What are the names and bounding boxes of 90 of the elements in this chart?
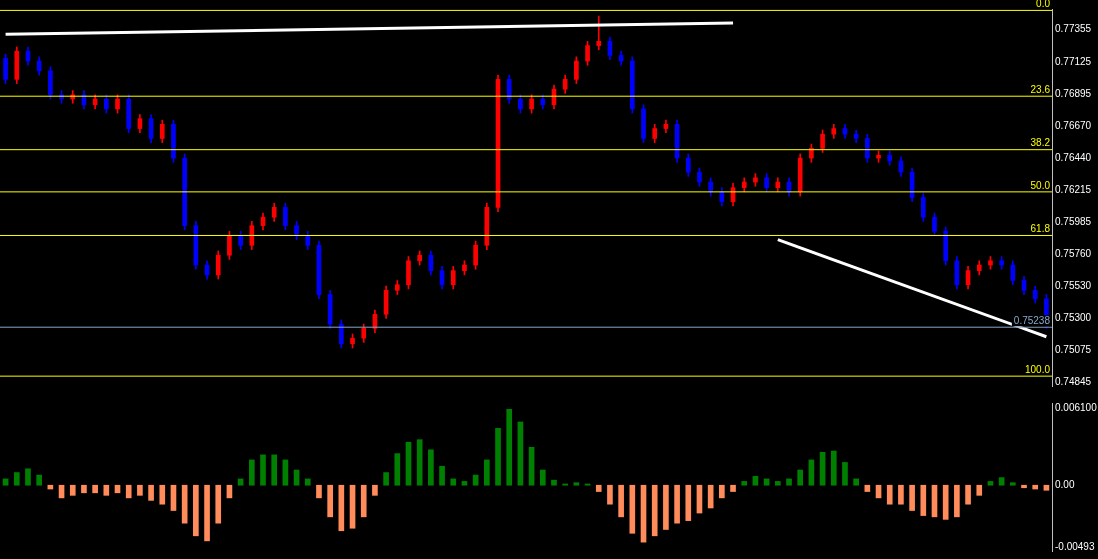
bar [998, 477, 1005, 486]
y-tick-label: 0.76895 [1055, 87, 1092, 99]
y-tick-label: 0.76440 [1055, 151, 1092, 163]
bar [920, 484, 927, 516]
bar [372, 484, 378, 496]
y-tick-label: 0.75300 [1055, 312, 1092, 324]
bar [137, 484, 143, 496]
bar [595, 484, 602, 492]
bar [719, 484, 725, 499]
ref-line-label: 0.75238 [1013, 314, 1051, 326]
annotation: 50.0 [1030, 179, 1051, 191]
annotation: 0.0 [1036, 0, 1051, 10]
bar [495, 427, 501, 486]
bar [685, 484, 692, 521]
bar [607, 484, 613, 505]
bar [450, 478, 457, 486]
bar [416, 439, 423, 486]
bar [193, 484, 199, 537]
bar [539, 469, 546, 486]
bar [618, 484, 624, 518]
bar [1032, 484, 1039, 490]
y-tick-label: 0.77355 [1055, 23, 1092, 35]
annotation: 38.2 [1030, 137, 1051, 149]
bar [629, 484, 636, 534]
y-tick-label: 0.00 [1055, 478, 1075, 490]
bar [69, 484, 76, 496]
y-tick-label: 0.74845 [1055, 376, 1092, 388]
bar [909, 484, 915, 511]
y-tick-label: -0.00493 [1055, 541, 1095, 553]
y-tick-label: 0.75985 [1055, 215, 1092, 227]
bar [472, 474, 479, 486]
y-tick-label: 0.75530 [1055, 279, 1092, 291]
bar [752, 476, 759, 486]
bar [965, 484, 971, 505]
bar [215, 484, 222, 524]
y-tick-label: 0.75075 [1055, 343, 1092, 355]
annotation: 61.8 [1030, 223, 1051, 235]
bar [394, 453, 401, 486]
bar [316, 484, 322, 499]
bar [103, 484, 110, 496]
annotation: 100.0 [1024, 363, 1051, 375]
bar [360, 484, 367, 518]
bar [260, 454, 266, 486]
bar [730, 484, 736, 492]
bar [125, 484, 132, 499]
y-tick-label: 0.76215 [1055, 183, 1092, 195]
y-tick-label: 0.006100 [1055, 401, 1098, 413]
bar [954, 484, 960, 518]
bar [383, 472, 389, 486]
bar [651, 484, 658, 537]
bar [428, 449, 434, 486]
bar [797, 469, 804, 486]
bar [304, 478, 311, 486]
bar [271, 454, 278, 486]
annotation: 23.6 [1030, 83, 1051, 95]
bar [853, 478, 859, 486]
y-tick-label: 0.75760 [1055, 247, 1092, 259]
y-tick-label: 0.77125 [1055, 55, 1092, 67]
bar [1010, 482, 1016, 486]
bar [461, 481, 468, 486]
bar [92, 484, 98, 494]
bar [774, 481, 781, 486]
bar [159, 484, 166, 505]
bar [36, 474, 42, 486]
bar [13, 472, 20, 486]
bar [506, 409, 513, 486]
bar [830, 450, 837, 486]
bar [674, 484, 680, 524]
bar [81, 484, 87, 494]
bar [663, 484, 669, 530]
bar [842, 462, 848, 486]
y-tick-label: 0.76670 [1055, 119, 1092, 131]
bar [148, 484, 154, 501]
bar [327, 484, 333, 518]
bar [204, 484, 210, 542]
bar [1021, 484, 1027, 489]
bar [786, 478, 792, 486]
bar [942, 484, 949, 520]
bar [484, 459, 490, 486]
bar [573, 482, 580, 486]
bar [551, 479, 557, 486]
bar [25, 468, 31, 486]
bar [976, 484, 983, 496]
bar [1043, 484, 1050, 491]
bar [741, 481, 748, 486]
bar [886, 484, 893, 505]
bar [898, 484, 904, 505]
bar [987, 481, 994, 486]
bar [248, 459, 255, 486]
bar [439, 465, 445, 486]
